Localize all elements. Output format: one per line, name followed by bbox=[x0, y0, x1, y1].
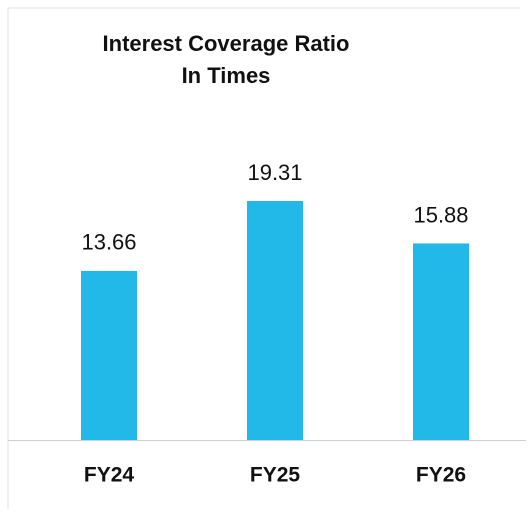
data-label: 15.88 bbox=[413, 202, 468, 227]
x-tick-label: FY26 bbox=[416, 464, 466, 487]
x-tick-label: FY25 bbox=[250, 464, 301, 487]
chart-title: Interest Coverage Ratio bbox=[103, 31, 350, 56]
data-label: 13.66 bbox=[81, 230, 136, 255]
bar bbox=[81, 270, 137, 440]
x-tick-label: FY24 bbox=[84, 464, 135, 487]
bar bbox=[247, 201, 303, 440]
bar bbox=[413, 243, 469, 440]
chart-subtitle: In Times bbox=[182, 63, 271, 88]
data-label: 19.31 bbox=[247, 160, 302, 185]
